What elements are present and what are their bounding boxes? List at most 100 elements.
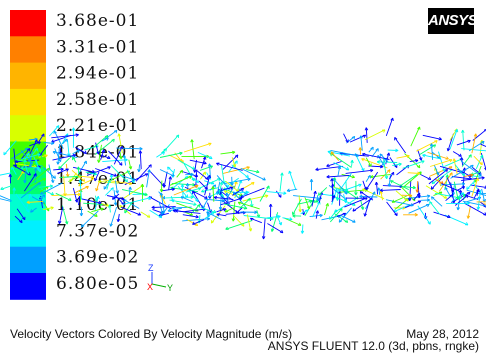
vector-arrow — [159, 169, 175, 177]
vector-head — [207, 163, 212, 167]
vector-head — [339, 208, 343, 212]
vector-arrow — [333, 162, 349, 171]
vector-arrow — [146, 169, 150, 188]
vector-arrow — [126, 169, 135, 184]
vector-head — [359, 194, 363, 199]
vector-arrow — [330, 151, 340, 161]
vector-arrow — [106, 179, 111, 190]
vector-head — [409, 193, 413, 198]
vector-arrow — [53, 168, 64, 171]
vector-arrow — [0, 185, 11, 190]
vector-arrow — [221, 186, 233, 191]
vector-head — [368, 163, 372, 167]
vector-head — [210, 220, 215, 224]
vector-head — [50, 206, 54, 210]
vector-arrow — [461, 154, 472, 167]
vector-head — [113, 202, 118, 206]
vector-head — [195, 198, 199, 203]
vector-head — [467, 139, 471, 144]
plot-date: May 28, 2012 — [406, 327, 479, 341]
vector-arrow — [67, 139, 70, 157]
vector-head — [192, 221, 196, 225]
vector-head — [442, 168, 446, 172]
vector-arrow — [91, 207, 104, 213]
vector-arrow — [379, 153, 389, 163]
vector-head — [245, 174, 249, 179]
vector-arrow — [94, 171, 100, 182]
vector-head — [202, 171, 206, 175]
vector-arrow — [140, 211, 151, 218]
vector-head — [30, 209, 34, 213]
vector-arrow — [12, 162, 37, 168]
vector-head — [390, 117, 394, 122]
vector-head — [344, 191, 348, 195]
vector-arrow — [216, 208, 226, 213]
vector-head — [23, 159, 27, 163]
triad-y-axis — [151, 283, 167, 288]
vector-arrow — [231, 157, 236, 168]
vector-arrow — [115, 180, 118, 194]
vector-arrow — [95, 138, 115, 155]
vector-head — [203, 161, 207, 165]
vector-arrow — [114, 194, 125, 206]
vector-head — [107, 204, 112, 208]
vector-head — [479, 161, 483, 166]
vector-head — [104, 134, 109, 139]
vector-head — [351, 135, 356, 140]
vector-arrow — [43, 206, 54, 210]
vector-arrow — [380, 190, 384, 201]
vector-arrow — [43, 202, 50, 212]
vector-head — [306, 205, 311, 210]
vector-arrow — [139, 150, 142, 170]
vector-head — [185, 183, 190, 187]
plot-title: Velocity Vectors Colored By Velocity Mag… — [10, 327, 293, 341]
vector-head — [417, 126, 421, 130]
vector-arrow — [396, 155, 410, 159]
vector-arrow — [38, 154, 48, 158]
vector-arrow — [297, 200, 313, 205]
vector-arrow — [422, 154, 441, 160]
vector-arrow — [422, 134, 442, 140]
vector-arrow — [452, 151, 462, 157]
vector-arrow — [56, 168, 69, 174]
vector-arrow — [463, 196, 481, 204]
vector-arrow — [58, 206, 64, 224]
vector-head — [189, 212, 193, 216]
colorbar-swatch — [10, 273, 46, 300]
colorbar: 3.68e-01 3.31e-01 2.94e-01 2.58e-01 2.21e-01… — [10, 10, 138, 300]
vector-arrow — [219, 187, 223, 195]
vector-head — [316, 198, 320, 202]
vector-arrow — [117, 213, 120, 222]
vector-head — [343, 199, 348, 204]
vector-arrow — [73, 166, 95, 173]
vector-head — [231, 218, 236, 222]
vector-head — [206, 211, 210, 215]
vector-head — [79, 212, 84, 217]
vector-arrow — [36, 195, 46, 199]
vector-arrow — [470, 175, 481, 178]
vector-arrow — [220, 164, 225, 184]
vector-arrow — [109, 204, 111, 213]
vector-head — [160, 210, 164, 215]
vector-head — [124, 158, 128, 162]
vector-arrow — [238, 201, 260, 210]
vector-head — [171, 187, 175, 192]
vector-head — [204, 195, 208, 199]
vector-head — [335, 197, 340, 201]
vector-head — [367, 174, 371, 179]
vector-head — [478, 173, 482, 177]
vector-arrow — [149, 209, 162, 219]
vector-head — [8, 173, 12, 178]
vector-arrow — [209, 163, 211, 177]
vector-head — [119, 156, 123, 160]
vector-arrow — [329, 209, 338, 220]
vector-arrow — [29, 139, 38, 155]
vector-arrow — [332, 177, 348, 195]
vector-head — [51, 179, 55, 183]
vector-arrow — [24, 173, 37, 192]
vector-head — [277, 214, 281, 219]
vector-head — [261, 236, 266, 240]
vector-head — [266, 185, 270, 189]
vector-arrow — [118, 133, 123, 154]
vector-head — [247, 197, 251, 202]
